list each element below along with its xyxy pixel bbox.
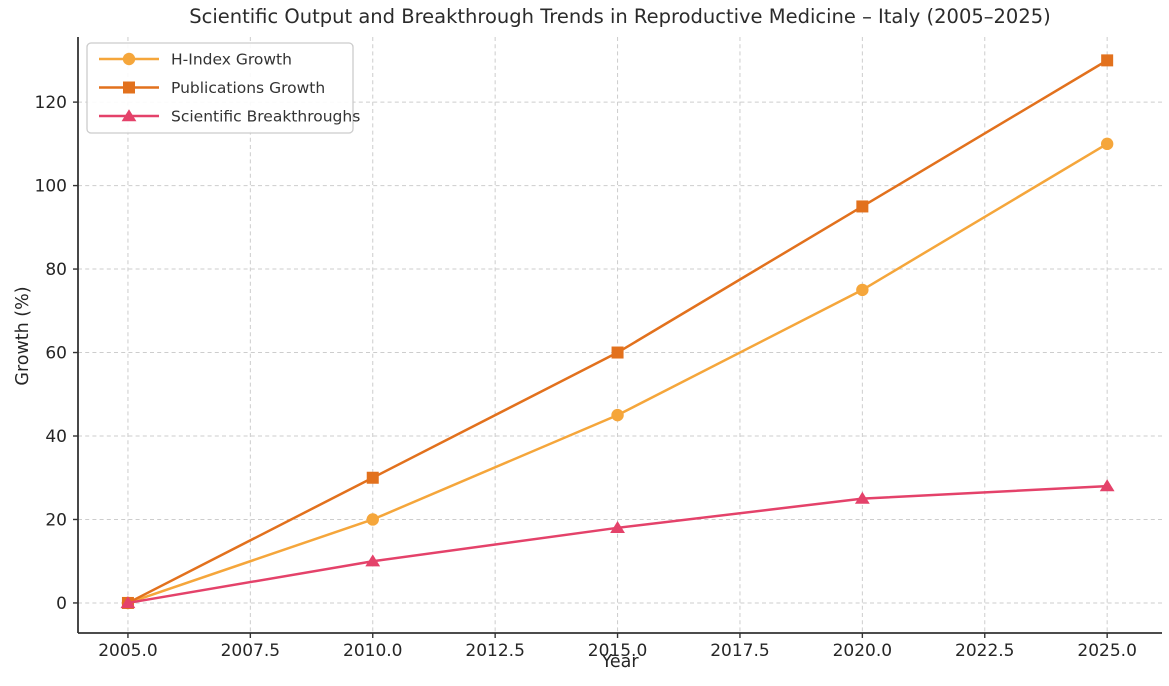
y-tick-label: 0 [56,594,67,614]
legend-label-scientific-breakthroughs: Scientific Breakthroughs [171,108,360,126]
legend-box [86,42,354,134]
series-marker-h-index-growth [611,408,624,422]
series-marker-publications-growth [1101,54,1114,67]
y-axis-label: Growth (%) [13,286,33,386]
series-marker-scientific-breakthroughs [120,596,136,609]
x-tick-label: 2017.5 [710,641,769,661]
series-marker-scientific-breakthroughs [365,554,381,567]
x-tick-label: 2007.5 [221,641,280,661]
y-tick-label: 120 [35,93,67,113]
x-axis-label: Year [601,652,639,672]
x-tick-label: 2015.0 [588,641,647,661]
series-marker-h-index-growth [856,283,869,297]
x-tick-label: 2025.0 [1077,641,1136,661]
chart-title: Scientific Output and Breakthrough Trend… [189,5,1051,28]
y-tick-label: 100 [35,177,67,197]
series-marker-h-index-growth [366,513,379,526]
series-marker-h-index-growth [1100,137,1114,151]
x-tick-label: 2012.5 [465,641,524,661]
legend-marker-square [123,81,135,94]
x-tick-label: 2005.0 [98,641,157,661]
series-marker-publications-growth [611,346,624,359]
y-tick-label: 80 [45,260,67,280]
series-marker-publications-growth [366,471,379,484]
series-marker-publications-growth [856,200,869,213]
x-tick-label: 2010.0 [343,641,402,661]
x-tick-label: 2020.0 [833,641,892,661]
series-marker-scientific-breakthroughs [1099,479,1115,492]
series-marker-scientific-breakthroughs [610,521,625,534]
legend-marker-circle [122,52,136,66]
legend-label-publications-growth: Publications Growth [171,79,325,97]
legend-marker-triangle [121,109,137,122]
y-tick-label: 20 [45,510,67,530]
x-tick-label: 2022.5 [955,641,1014,661]
legend-label-h-index-growth: H-Index Growth [171,51,292,69]
series-marker-scientific-breakthroughs [854,491,870,504]
y-tick-label: 60 [45,344,67,364]
y-tick-label: 40 [45,427,67,447]
